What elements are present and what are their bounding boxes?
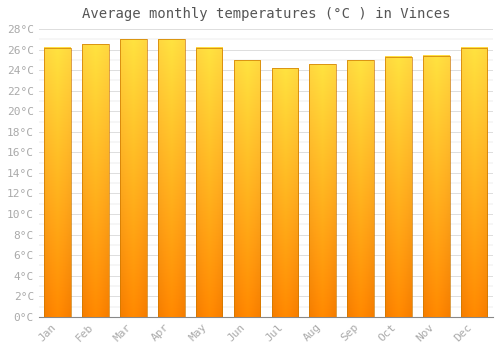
Bar [272,68,298,317]
Bar [310,64,336,317]
Bar [461,48,487,317]
Bar [158,39,184,317]
Bar [196,48,222,317]
Bar [348,60,374,317]
Bar [82,44,109,317]
Bar [385,57,411,317]
Bar [44,48,71,317]
Bar [120,39,146,317]
Bar [423,56,450,317]
Bar [234,60,260,317]
Title: Average monthly temperatures (°C ) in Vinces: Average monthly temperatures (°C ) in Vi… [82,7,450,21]
